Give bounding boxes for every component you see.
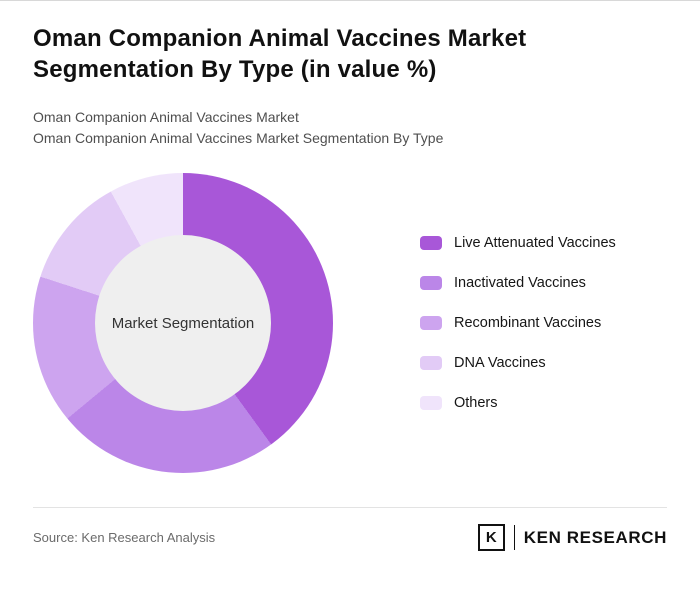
logo-k-icon: K: [477, 524, 505, 551]
subtitle-line-1: Oman Companion Animal Vaccines Market: [33, 109, 299, 125]
legend-item: Others: [420, 395, 616, 411]
footer: Source: Ken Research Analysis K KEN RESE…: [33, 507, 667, 551]
page-container: Oman Companion Animal Vaccines Market Se…: [0, 1, 700, 473]
page-title: Oman Companion Animal Vaccines Market Se…: [33, 25, 527, 83]
legend-item: Recombinant Vaccines: [420, 315, 616, 331]
legend-item: DNA Vaccines: [420, 355, 616, 371]
legend-label: Others: [454, 395, 498, 411]
legend-swatch: [420, 396, 442, 410]
logo-wordmark: KEN RESEARCH: [523, 527, 667, 547]
source-text: Source: Ken Research Analysis: [33, 530, 216, 545]
subtitle-line-2: Oman Companion Animal Vaccines Market Se…: [33, 130, 444, 146]
ken-research-logo: K KEN RESEARCH: [477, 524, 667, 551]
legend-item: Live Attenuated Vaccines: [420, 235, 616, 251]
subtitle-block: Oman Companion Animal Vaccines Market Om…: [33, 107, 667, 149]
legend-label: Recombinant Vaccines: [454, 315, 602, 331]
chart-area: Market Segmentation Live Attenuated Vacc…: [33, 173, 667, 473]
legend: Live Attenuated Vaccines Inactivated Vacc…: [420, 235, 616, 411]
donut-chart-wrap: Market Segmentation: [33, 173, 333, 473]
logo-divider: [513, 525, 515, 550]
legend-swatch: [420, 356, 442, 370]
legend-label: Live Attenuated Vaccines: [454, 235, 616, 251]
donut-center-label: Market Segmentation: [111, 314, 255, 332]
legend-swatch: [420, 236, 442, 250]
legend-swatch: [420, 276, 442, 290]
legend-swatch: [420, 316, 442, 330]
legend-label: DNA Vaccines: [454, 355, 546, 371]
legend-item: Inactivated Vaccines: [420, 275, 616, 291]
donut-hole: Market Segmentation: [95, 235, 271, 411]
legend-label: Inactivated Vaccines: [454, 275, 586, 291]
